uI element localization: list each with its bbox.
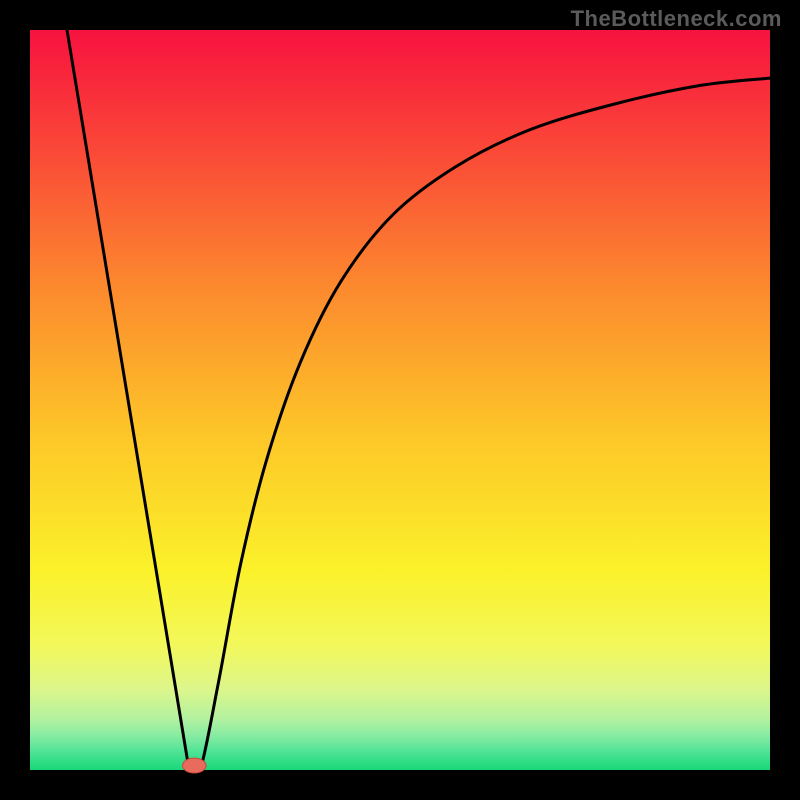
watermark-text: TheBottleneck.com (571, 6, 782, 32)
plot-area (30, 30, 770, 770)
chart-wrapper: TheBottleneck.com (0, 0, 800, 800)
bottleneck-chart (0, 0, 800, 800)
optimal-point-marker (182, 758, 206, 773)
